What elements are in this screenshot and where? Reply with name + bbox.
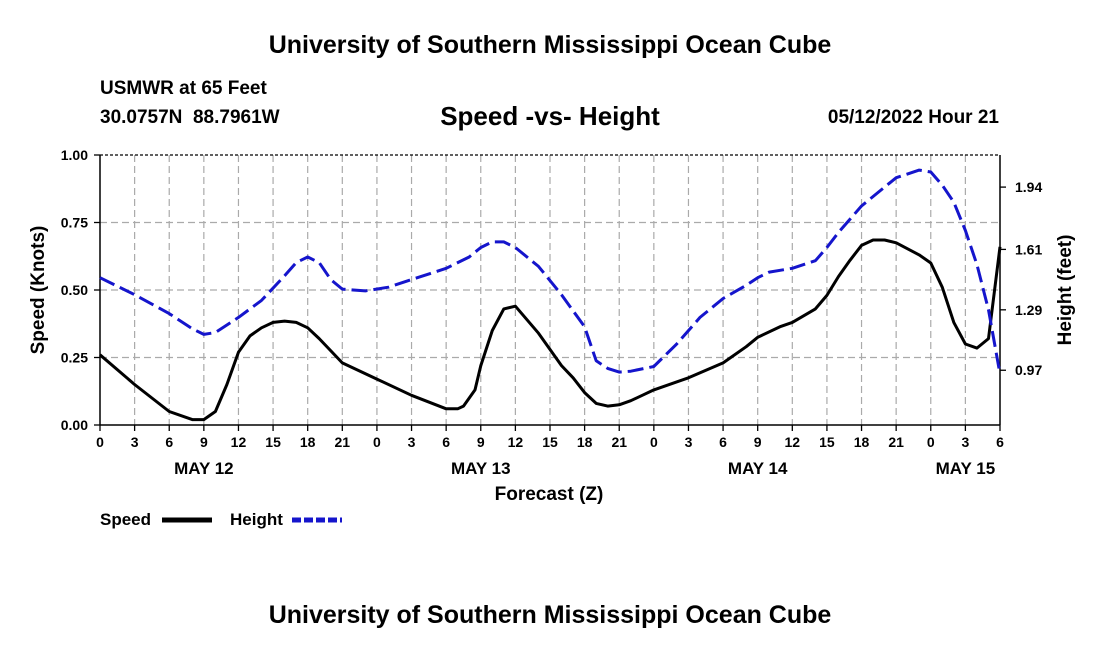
legend-height-label: Height xyxy=(230,510,283,529)
x-date-label: MAY 13 xyxy=(451,459,511,478)
x-tick-label: 3 xyxy=(131,434,139,450)
y-tick-label: 1.00 xyxy=(61,147,88,163)
y2-tick-label: 1.29 xyxy=(1015,302,1042,318)
x-tick-label: 15 xyxy=(819,434,835,450)
x-tick-label: 18 xyxy=(577,434,593,450)
x-tick-label: 21 xyxy=(611,434,627,450)
y2-axis-label: Height (feet) xyxy=(1055,235,1076,346)
x-tick-label: 21 xyxy=(888,434,904,450)
station-coordinates: 30.0757N 88.7961W xyxy=(100,107,280,128)
x-date-label: MAY 15 xyxy=(936,459,996,478)
x-axis-label: Forecast (Z) xyxy=(495,484,604,505)
x-tick-label: 0 xyxy=(927,434,935,450)
y-tick-label: 0.00 xyxy=(61,417,88,433)
x-tick-label: 0 xyxy=(96,434,104,450)
y2-tick-label: 1.94 xyxy=(1015,179,1042,195)
x-tick-label: 9 xyxy=(477,434,485,450)
x-tick-label: 18 xyxy=(854,434,870,450)
y-axis-label: Speed (Knots) xyxy=(28,226,49,355)
x-tick-label: 6 xyxy=(719,434,727,450)
y-tick-label: 0.50 xyxy=(61,282,88,298)
axes-layer: 0 3 6 9 12 15 18 21 0 3 6 9 12 15 18 21 0 3 6 9 12 15 18 21 0 3 6M… xyxy=(61,147,1043,478)
x-tick-label: 0 xyxy=(373,434,381,450)
x-date-label: MAY 12 xyxy=(174,459,234,478)
series-line-speed xyxy=(99,238,1002,422)
x-tick-label: 9 xyxy=(754,434,762,450)
x-tick-label: 18 xyxy=(300,434,316,450)
x-tick-label: 15 xyxy=(265,434,281,450)
legend: Speed Height xyxy=(100,510,342,529)
series-layer xyxy=(99,168,1002,422)
x-tick-label: 6 xyxy=(996,434,1004,450)
x-tick-label: 0 xyxy=(650,434,658,450)
y2-tick-label: 1.61 xyxy=(1015,241,1042,257)
x-tick-label: 15 xyxy=(542,434,558,450)
chart-title-bottom: University of Southern Mississippi Ocean… xyxy=(268,601,832,629)
series-line-height xyxy=(99,168,1002,375)
y-tick-label: 0.75 xyxy=(61,215,88,231)
x-date-label: MAY 14 xyxy=(728,459,788,478)
x-tick-label: 12 xyxy=(785,434,801,450)
x-tick-label: 12 xyxy=(508,434,524,450)
forecast-timestamp: 05/12/2022 Hour 21 xyxy=(827,107,999,128)
legend-speed-label: Speed xyxy=(100,510,151,529)
x-tick-label: 9 xyxy=(200,434,208,450)
grid-lines xyxy=(100,155,1000,425)
x-tick-label: 3 xyxy=(961,434,969,450)
chart-subtitle: Speed -vs- Height xyxy=(440,101,660,131)
x-tick-label: 3 xyxy=(408,434,416,450)
x-tick-label: 21 xyxy=(335,434,351,450)
x-tick-label: 12 xyxy=(231,434,247,450)
station-label: USMWR at 65 Feet xyxy=(100,78,267,99)
chart-title-top: University of Southern Mississippi Ocean… xyxy=(268,31,832,59)
x-tick-label: 6 xyxy=(442,434,450,450)
y-tick-label: 0.25 xyxy=(61,350,88,366)
x-tick-label: 3 xyxy=(685,434,693,450)
x-tick-label: 6 xyxy=(165,434,173,450)
y2-tick-label: 0.97 xyxy=(1015,362,1042,378)
